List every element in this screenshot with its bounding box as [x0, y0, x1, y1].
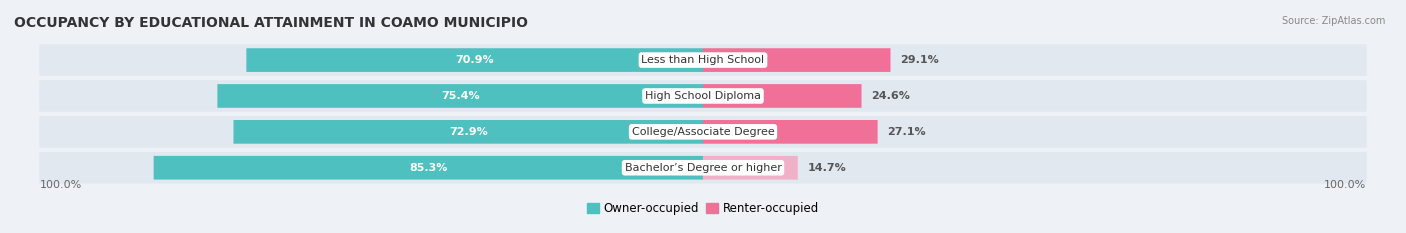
Text: High School Diploma: High School Diploma: [645, 91, 761, 101]
FancyBboxPatch shape: [233, 120, 703, 144]
Text: 72.9%: 72.9%: [449, 127, 488, 137]
FancyBboxPatch shape: [153, 156, 703, 180]
Text: 24.6%: 24.6%: [872, 91, 910, 101]
Text: 29.1%: 29.1%: [900, 55, 939, 65]
FancyBboxPatch shape: [39, 44, 1367, 76]
FancyBboxPatch shape: [703, 156, 797, 180]
Text: Bachelor’s Degree or higher: Bachelor’s Degree or higher: [624, 163, 782, 173]
Text: 75.4%: 75.4%: [441, 91, 479, 101]
Text: OCCUPANCY BY EDUCATIONAL ATTAINMENT IN COAMO MUNICIPIO: OCCUPANCY BY EDUCATIONAL ATTAINMENT IN C…: [14, 16, 529, 30]
FancyBboxPatch shape: [703, 48, 890, 72]
Text: Less than High School: Less than High School: [641, 55, 765, 65]
Text: College/Associate Degree: College/Associate Degree: [631, 127, 775, 137]
FancyBboxPatch shape: [39, 116, 1367, 148]
Text: 85.3%: 85.3%: [409, 163, 447, 173]
FancyBboxPatch shape: [218, 84, 703, 108]
Text: 70.9%: 70.9%: [456, 55, 494, 65]
Legend: Owner-occupied, Renter-occupied: Owner-occupied, Renter-occupied: [582, 197, 824, 219]
Text: 100.0%: 100.0%: [39, 180, 82, 190]
Text: 27.1%: 27.1%: [887, 127, 925, 137]
FancyBboxPatch shape: [39, 152, 1367, 184]
FancyBboxPatch shape: [703, 84, 862, 108]
FancyBboxPatch shape: [39, 80, 1367, 112]
Text: Source: ZipAtlas.com: Source: ZipAtlas.com: [1281, 16, 1385, 26]
FancyBboxPatch shape: [703, 120, 877, 144]
Text: 100.0%: 100.0%: [1324, 180, 1367, 190]
FancyBboxPatch shape: [246, 48, 703, 72]
Text: 14.7%: 14.7%: [807, 163, 846, 173]
